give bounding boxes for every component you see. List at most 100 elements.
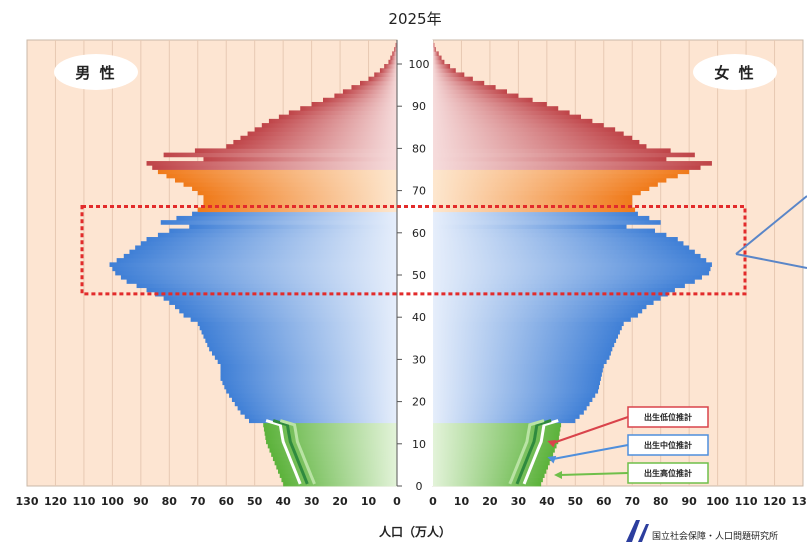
male-label-bubble [54, 54, 138, 90]
x-tick-label-female: 120 [763, 495, 786, 508]
female-bar-age-3 [433, 469, 547, 474]
male-bar-age-89 [300, 106, 397, 111]
x-tick-label-male: 30 [304, 495, 320, 508]
male-bar-age-50 [115, 270, 397, 276]
male-bar-age-96 [368, 76, 397, 82]
pyramid-bars [109, 42, 712, 487]
male-bar-age-25 [220, 376, 397, 381]
callout-arrow-upper [735, 195, 807, 255]
male-bar-age-97 [374, 72, 397, 78]
male-bar-age-86 [268, 118, 397, 124]
male-bar-age-63 [176, 215, 397, 221]
female-bar-age-10 [433, 439, 559, 445]
male-bar-age-16 [244, 414, 397, 419]
projection-legend-arrowhead [554, 471, 562, 479]
x-tick-label-male: 0 [393, 495, 401, 508]
male-bar-age-84 [254, 127, 397, 132]
female-bar-age-23 [433, 384, 600, 390]
male-bar-age-88 [288, 110, 397, 116]
male-bar-age-31 [212, 350, 397, 356]
female-bar-age-57 [433, 241, 684, 246]
male-bar-age-64 [192, 211, 397, 217]
female-bar-age-72 [433, 177, 667, 183]
female-bar-age-92 [433, 93, 519, 99]
female-bar-age-17 [433, 410, 584, 415]
female-bar-age-73 [433, 173, 678, 179]
male-bar-age-70 [192, 186, 397, 191]
x-tick-label-male: 60 [219, 495, 235, 508]
female-bar-age-35 [433, 334, 618, 339]
female-bar-age-19 [433, 401, 590, 407]
male-bar-age-81 [233, 139, 397, 145]
x-tick-label-male: 130 [16, 495, 39, 508]
x-tick-label-female: 70 [625, 495, 641, 508]
projection-legend-label: 出生高位推計 [644, 468, 692, 478]
chart-title: 2025年 [388, 10, 441, 28]
female-bar-age-65 [433, 207, 636, 213]
female-bar-age-98 [433, 68, 456, 73]
female-bar-age-99 [433, 64, 451, 69]
female-bar-age-6 [433, 456, 552, 462]
male-bar-age-13 [263, 426, 397, 432]
male-bar-age-51 [112, 266, 397, 272]
female-bar-age-55 [433, 249, 695, 255]
x-tick-label-female: 130 [792, 495, 807, 508]
female-bar-age-40 [433, 312, 638, 318]
male-bar-age-101 [390, 55, 397, 61]
male-bar-age-92 [334, 93, 397, 99]
female-bar-age-86 [433, 118, 593, 124]
age-tick-label: 20 [412, 396, 426, 409]
male-bar-age-12 [264, 431, 397, 436]
male-bar-age-21 [229, 393, 397, 398]
female-bar-age-2 [433, 473, 545, 478]
female-bar-age-28 [433, 363, 604, 369]
female-bar-age-33 [433, 342, 615, 348]
female-bar-age-48 [433, 279, 695, 284]
female-bar-age-58 [433, 237, 678, 242]
male-bar-age-74 [157, 169, 397, 175]
female-bar-age-79 [433, 148, 671, 154]
male-bar-age-80 [226, 144, 397, 149]
male-bar-age-83 [247, 131, 397, 137]
x-tick-label-female: 60 [596, 495, 612, 508]
female-bar-age-7 [433, 452, 554, 457]
x-tick-label-female: 80 [653, 495, 669, 508]
age-tick-label: 70 [412, 185, 426, 198]
female-bar-age-84 [433, 127, 616, 132]
x-tick-label-male: 80 [162, 495, 178, 508]
male-bar-age-43 [169, 300, 397, 305]
male-bar-age-6 [272, 456, 397, 462]
female-bar-age-18 [433, 405, 587, 411]
female-bar-age-76 [433, 161, 712, 166]
female-bar-age-62 [433, 220, 661, 225]
age-axis-band [397, 40, 433, 486]
female-bar-age-29 [433, 359, 607, 365]
female-bar-age-21 [433, 393, 596, 398]
age-tick-label: 30 [412, 353, 426, 366]
x-tick-label-male: 20 [332, 495, 348, 508]
x-tick-label-female: 30 [511, 495, 527, 508]
male-bar-age-4 [276, 464, 397, 470]
x-tick-label-male: 110 [72, 495, 95, 508]
x-tick-label-female: 110 [735, 495, 758, 508]
male-bar-age-33 [207, 342, 397, 348]
projection-legend-arrow [552, 416, 629, 444]
female-bar-age-47 [433, 283, 685, 289]
female-bar-age-78 [433, 152, 695, 158]
age-tick-label: 80 [412, 142, 426, 155]
female-bar-age-63 [433, 215, 650, 221]
male-bar-age-60 [169, 228, 397, 234]
female-bar-age-49 [433, 275, 702, 280]
female-bar-age-5 [433, 460, 550, 466]
male-bar-age-28 [220, 363, 397, 369]
male-bar-age-65 [197, 207, 397, 213]
female-bar-age-89 [433, 106, 559, 111]
male-bar-age-34 [205, 338, 397, 343]
female-bar-age-44 [433, 296, 661, 301]
x-axis-label: 人口（万人） [379, 524, 451, 539]
male-bar-age-98 [379, 68, 397, 73]
x-tick-label-female: 90 [681, 495, 697, 508]
male-bar-age-39 [190, 317, 397, 322]
